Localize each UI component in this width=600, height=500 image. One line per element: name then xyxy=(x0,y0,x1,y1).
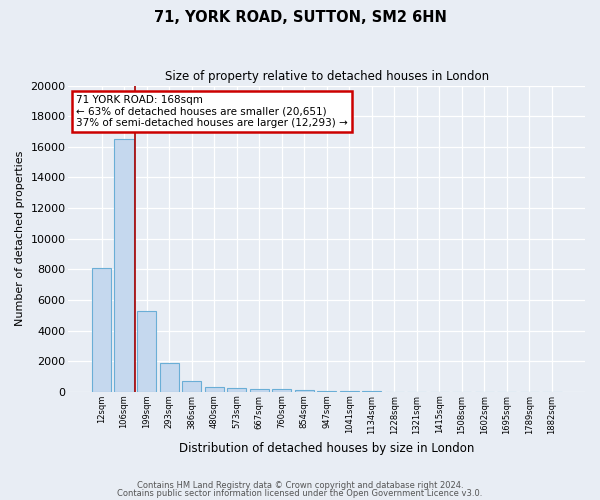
Bar xyxy=(137,310,156,392)
Bar xyxy=(227,388,246,392)
Bar xyxy=(272,389,291,392)
Bar xyxy=(182,381,201,392)
Bar xyxy=(317,391,337,392)
Text: 71 YORK ROAD: 168sqm
← 63% of detached houses are smaller (20,651)
37% of semi-d: 71 YORK ROAD: 168sqm ← 63% of detached h… xyxy=(76,94,348,128)
Bar xyxy=(115,139,134,392)
Bar xyxy=(250,388,269,392)
Bar xyxy=(160,364,179,392)
Title: Size of property relative to detached houses in London: Size of property relative to detached ho… xyxy=(164,70,489,83)
X-axis label: Distribution of detached houses by size in London: Distribution of detached houses by size … xyxy=(179,442,475,455)
Bar xyxy=(205,387,224,392)
Y-axis label: Number of detached properties: Number of detached properties xyxy=(15,151,25,326)
Bar xyxy=(92,268,111,392)
Text: Contains public sector information licensed under the Open Government Licence v3: Contains public sector information licen… xyxy=(118,488,482,498)
Text: Contains HM Land Registry data © Crown copyright and database right 2024.: Contains HM Land Registry data © Crown c… xyxy=(137,481,463,490)
Text: 71, YORK ROAD, SUTTON, SM2 6HN: 71, YORK ROAD, SUTTON, SM2 6HN xyxy=(154,10,446,25)
Bar xyxy=(295,390,314,392)
